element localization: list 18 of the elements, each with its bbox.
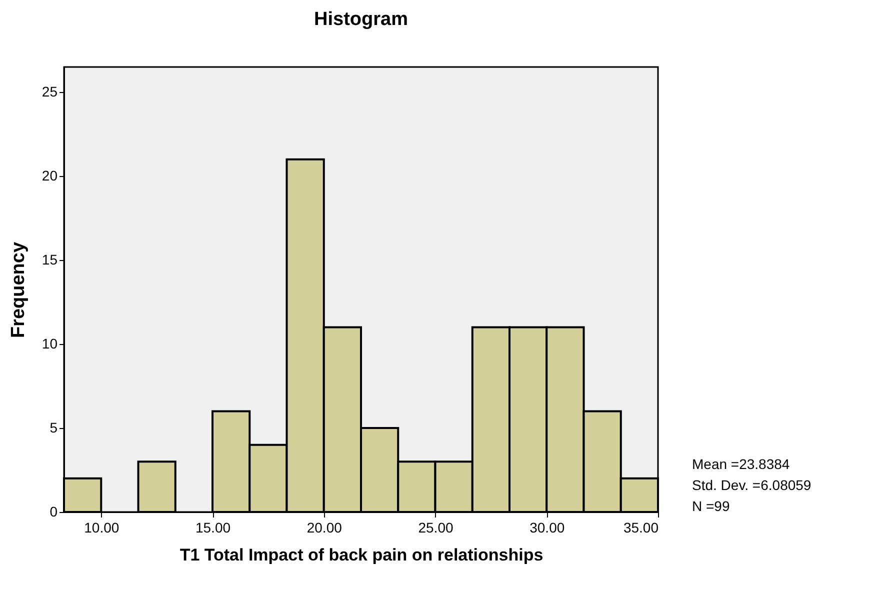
y-tick-label: 0 <box>50 504 58 520</box>
y-tick-label: 25 <box>42 84 58 100</box>
x-tick-label: 20.00 <box>306 520 342 536</box>
x-axis-title: T1 Total Impact of back pain on relationships <box>180 546 544 564</box>
chart-title: Histogram <box>314 9 408 30</box>
y-tick-label: 20 <box>42 168 58 184</box>
x-tick-label: 30.00 <box>530 520 565 536</box>
x-tick-label: 15.00 <box>195 520 231 536</box>
x-tick-label: 10.00 <box>84 520 120 536</box>
x-tick-label: 25.00 <box>418 520 454 536</box>
y-tick-label: 5 <box>50 420 58 436</box>
y-tick-label: 15 <box>42 252 58 268</box>
x-tick-label: 35.00 <box>623 520 659 536</box>
text: N =99 <box>692 498 730 514</box>
y-tick-label: 10 <box>42 336 58 352</box>
text: Mean =23.8384 <box>692 456 790 472</box>
text: Std. Dev. =6.08059 <box>692 477 812 493</box>
y-axis-title: Frequency <box>8 242 29 338</box>
